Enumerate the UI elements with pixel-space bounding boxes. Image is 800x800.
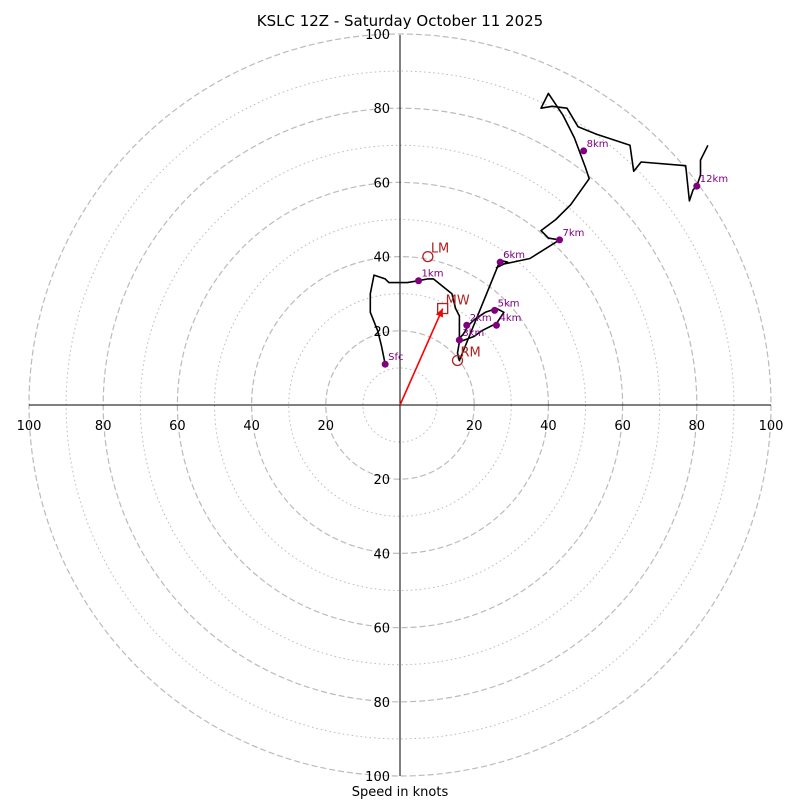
tick-label: 100 <box>759 419 784 434</box>
vector-shaft <box>399 308 444 406</box>
trace-line <box>369 92 709 365</box>
height-marker <box>496 258 504 266</box>
x-axis-label: Speed in knots <box>352 785 449 800</box>
tick-label: 40 <box>373 547 390 562</box>
tick-label: 60 <box>373 622 390 637</box>
tick-label: 60 <box>169 419 186 434</box>
hodograph-trace <box>369 92 709 365</box>
tick-label: 20 <box>318 419 335 434</box>
tick-label: 40 <box>540 419 557 434</box>
height-label: 2km <box>470 313 492 324</box>
tick-label: 80 <box>689 419 706 434</box>
chart-title: KSLC 12Z - Saturday October 11 2025 <box>257 12 543 30</box>
height-marker <box>381 360 389 368</box>
tick-label: 100 <box>365 28 390 43</box>
tick-label: 20 <box>466 419 483 434</box>
height-label: Sfc <box>388 352 403 363</box>
height-markers: Sfc 1km 2km 3km 4km 5km 6km 7km 8km 12km <box>381 139 728 368</box>
tick-label: 80 <box>373 102 390 117</box>
storm-marker <box>422 250 434 263</box>
height-label: 4km <box>499 313 521 324</box>
storm-marker <box>451 354 464 367</box>
axes <box>29 35 771 776</box>
storm-label: MW <box>446 294 470 309</box>
height-marker <box>580 147 588 155</box>
mean-wind-vector <box>399 308 444 406</box>
height-label: 1km <box>422 269 444 280</box>
tick-labels: 2020202040404040606060608080808010010010… <box>17 28 784 785</box>
storm-marker <box>437 302 449 315</box>
height-label: 8km <box>587 139 609 150</box>
height-marker <box>693 182 701 190</box>
tick-label: 80 <box>373 696 390 711</box>
height-marker <box>415 277 423 285</box>
tick-label: 40 <box>243 419 260 434</box>
height-marker <box>491 306 499 314</box>
storm-label: RM <box>461 345 481 360</box>
tick-label: 60 <box>373 176 390 191</box>
height-label: 12km <box>700 174 728 185</box>
height-marker <box>463 321 471 329</box>
tick-label: 100 <box>365 770 390 785</box>
height-label: 6km <box>503 250 525 261</box>
height-marker <box>556 236 564 244</box>
tick-label: 100 <box>17 419 42 434</box>
tick-label: 80 <box>95 419 112 434</box>
storm-motion-markers: LM MW RM <box>422 242 481 367</box>
tick-label: 40 <box>373 251 390 266</box>
tick-label: 60 <box>614 419 631 434</box>
height-marker <box>492 321 500 329</box>
height-label: 7km <box>563 228 585 239</box>
height-marker <box>455 336 463 344</box>
storm-label: LM <box>431 242 449 257</box>
height-label: 3km <box>462 328 484 339</box>
height-label: 5km <box>498 298 520 309</box>
tick-label: 20 <box>373 473 390 488</box>
